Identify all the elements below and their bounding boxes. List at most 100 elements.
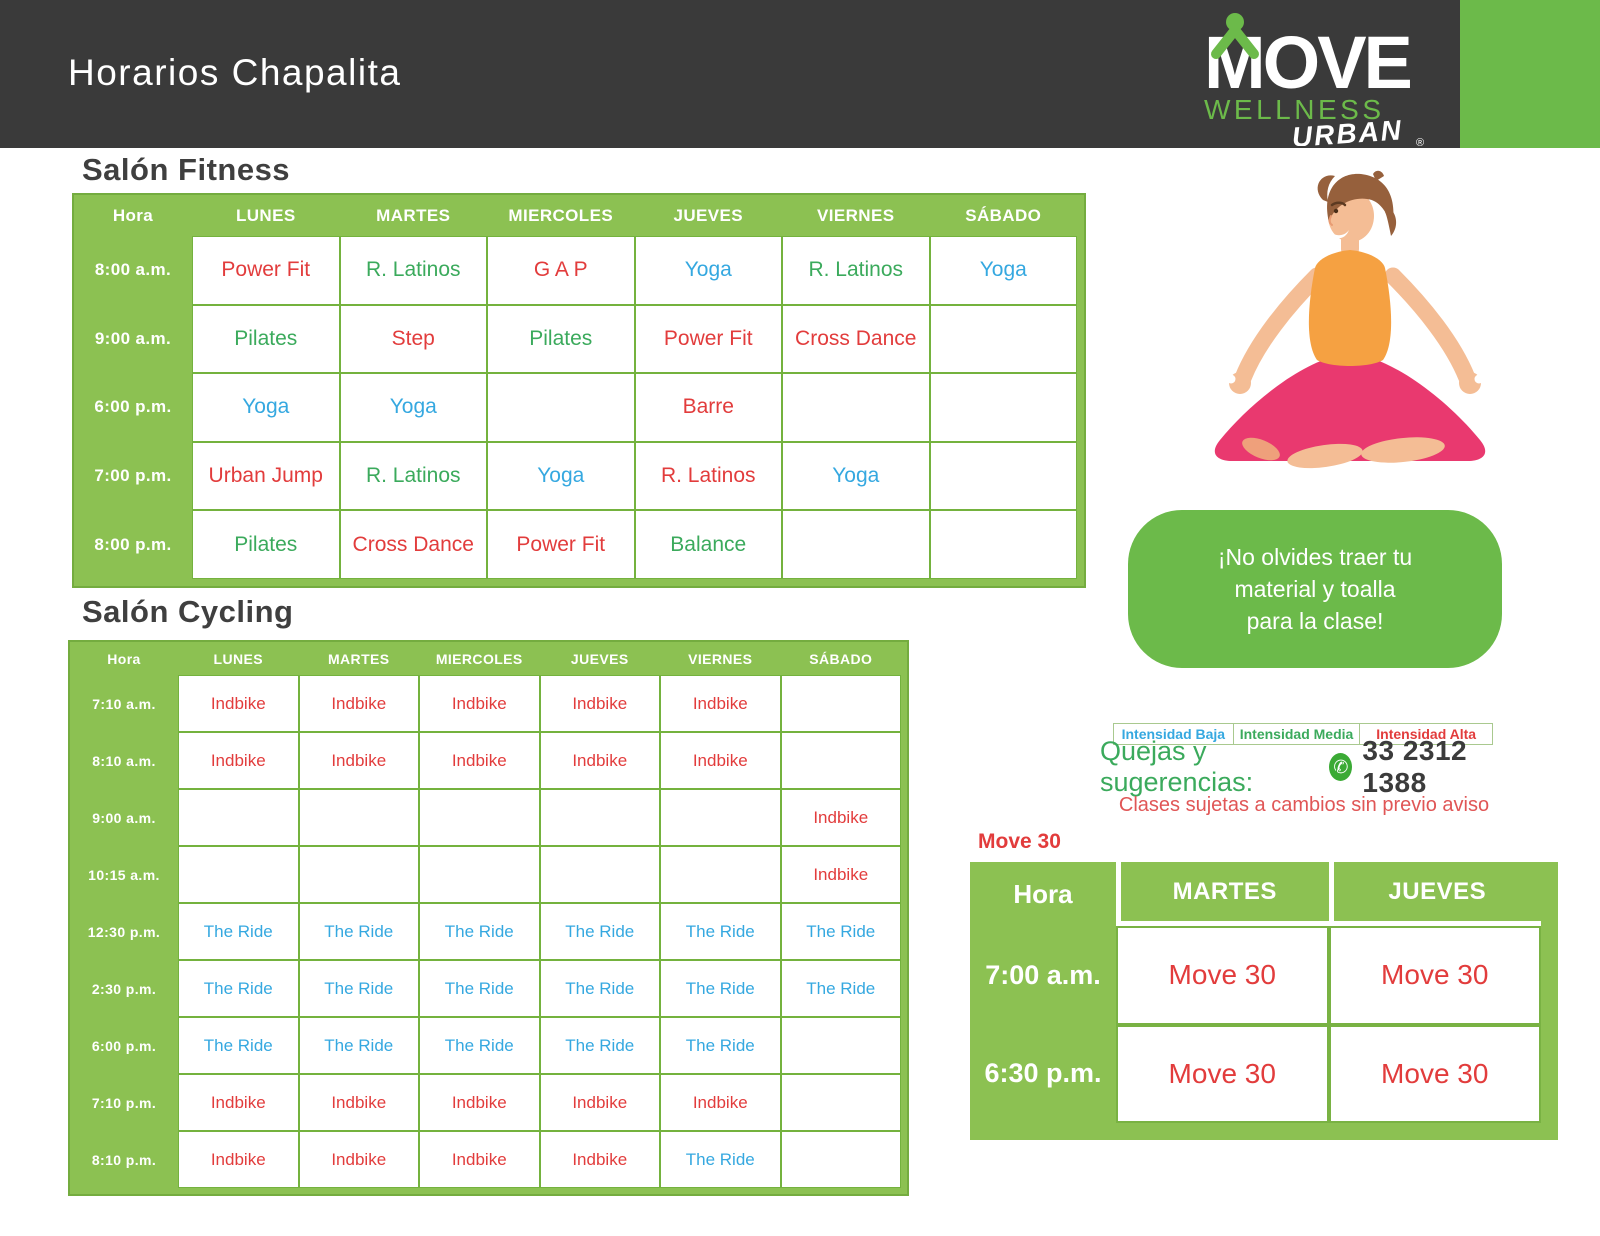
schedule-cell: Indbike [539, 675, 660, 732]
right-mudra [1474, 374, 1484, 384]
right-arm [1384, 267, 1476, 387]
time-label: 10:15 a.m. [88, 866, 160, 883]
schedule-cell: G A P [487, 236, 635, 305]
schedule-cell [929, 373, 1077, 442]
contact-phone-number: 33 2312 1388 [1362, 735, 1468, 798]
schedule-cell: R. Latinos [782, 236, 930, 305]
day-column-header: VIERNES [817, 205, 895, 225]
schedule-cell: R. Latinos [634, 441, 782, 511]
time-label: 7:00 p.m. [94, 466, 172, 486]
schedule-cell: The Ride [780, 903, 901, 960]
schedule-cell: Indbike [298, 732, 419, 789]
hair-swoosh [1317, 175, 1335, 202]
foot [1361, 437, 1445, 463]
schedule-cell: Cross Dance [782, 304, 930, 374]
eyebrow [1330, 201, 1347, 207]
contact-row: Quejas y sugerencias: ✆ 33 2312 1388 [1100, 735, 1508, 798]
schedule-cell [780, 1074, 901, 1131]
time-label: 8:00 p.m. [94, 534, 172, 554]
schedule-cell: The Ride [419, 1017, 540, 1074]
logo-person-head [1226, 13, 1244, 31]
time-label: 8:10 a.m. [92, 752, 156, 769]
day-column-header: LUNES [235, 205, 296, 225]
time-label: 2:30 p.m. [91, 980, 157, 997]
schedule-cell: The Ride [419, 903, 540, 960]
schedule-cell: The Ride [539, 960, 660, 1017]
left-mudra [1226, 374, 1236, 384]
smile [1329, 230, 1349, 239]
schedule-cell: Indbike [178, 732, 299, 789]
whatsapp-icon: ✆ [1329, 753, 1353, 781]
logo-wellness-text: WELLNESS [1204, 94, 1385, 125]
hora-column-header: Hora [107, 650, 141, 667]
time-label: 7:10 p.m. [91, 1094, 157, 1111]
schedule-cell [419, 789, 540, 846]
schedule-cell [782, 510, 930, 579]
schedule-cell [539, 846, 660, 903]
left-arm [1234, 267, 1326, 387]
day-column-header: MARTES [376, 205, 451, 225]
schedule-cell [178, 789, 299, 846]
schedule-cell: The Ride [178, 960, 299, 1017]
schedule-cell [298, 846, 419, 903]
time-label: 6:30 p.m. [984, 1058, 1102, 1089]
schedule-cell: Move 30 [1116, 1024, 1329, 1123]
schedule-cell: Indbike [298, 1131, 419, 1188]
schedule-cell: Yoga [192, 373, 340, 442]
schedule-cell: Indbike [419, 675, 540, 732]
schedule-cell [780, 1131, 901, 1188]
schedule-cell: Move 30 [1328, 1024, 1541, 1123]
move30-section-title: Move 30 [978, 830, 1061, 853]
schedule-cell: The Ride [780, 960, 901, 1017]
time-label: 8:10 p.m. [91, 1151, 157, 1168]
schedule-cell: Indbike [539, 732, 660, 789]
day-column-header: JUEVES [570, 650, 629, 667]
foot-shadow [1242, 437, 1280, 461]
legs [1214, 353, 1486, 461]
schedule-cell [298, 789, 419, 846]
schedule-cell: The Ride [298, 1017, 419, 1074]
schedule-cell: Yoga [634, 236, 782, 305]
schedule-cell: Yoga [929, 236, 1077, 305]
schedule-cell: Indbike [178, 675, 299, 732]
schedule-cell: Balance [634, 510, 782, 579]
intensity-legend: Intensidad Baja Intensidad Media Intensi… [1113, 723, 1493, 745]
schedule-cell: The Ride [298, 960, 419, 1017]
time-label: 9:00 a.m. [94, 328, 172, 348]
legend-intensidad-alta: Intensidad Alta [1359, 724, 1492, 744]
logo-person-arms [1211, 25, 1259, 59]
schedule-cell: The Ride [298, 903, 419, 960]
schedule-cell: The Ride [539, 903, 660, 960]
page-title: Horarios Chapalita [68, 52, 402, 93]
schedule-cell: Indbike [539, 1074, 660, 1131]
schedule-cell: Indbike [539, 1131, 660, 1188]
schedule-cell: Barre [634, 373, 782, 442]
schedule-cell: Move 30 [1328, 926, 1541, 1025]
schedule-cell [419, 846, 540, 903]
eye [1333, 208, 1339, 214]
schedule-cell [780, 732, 901, 789]
legend-intensidad-media: Intensidad Media [1232, 724, 1360, 744]
schedule-cell: Indbike [419, 732, 540, 789]
schedule-cell: The Ride [539, 1017, 660, 1074]
fitness-schedule-table: Hora LUNES MARTES MIERCOLES JUEVES VIERNES SÁB… [72, 193, 1086, 588]
logo-registered-mark: ® [1416, 137, 1424, 146]
cycling-schedule-table: Hora LUNES MARTES MIERCOLES JUEVES VIERNES SÁB… [68, 640, 909, 1196]
day-column-header: MARTES [1116, 862, 1329, 926]
schedule-cell [178, 846, 299, 903]
cycling-section-title: Salón Cycling [82, 594, 294, 629]
header-bar: Horarios Chapalita MOVE WELLNESS URBAN ® [0, 0, 1600, 153]
schedule-cell: Pilates [192, 510, 340, 579]
schedule-cell [780, 675, 901, 732]
schedule-cell [929, 304, 1077, 374]
logo-graphic: MOVE WELLNESS URBAN ® [1204, 13, 1424, 153]
day-column-header: SÁBADO [809, 650, 873, 667]
foot [1287, 443, 1363, 469]
schedule-cell: R. Latinos [339, 236, 487, 305]
schedule-cell: Power Fit [487, 510, 635, 579]
schedule-cell: Indbike [660, 675, 781, 732]
schedule-cell: Indbike [660, 732, 781, 789]
schedule-cell: Indbike [178, 1131, 299, 1188]
hora-column-header: Hora [112, 205, 154, 225]
